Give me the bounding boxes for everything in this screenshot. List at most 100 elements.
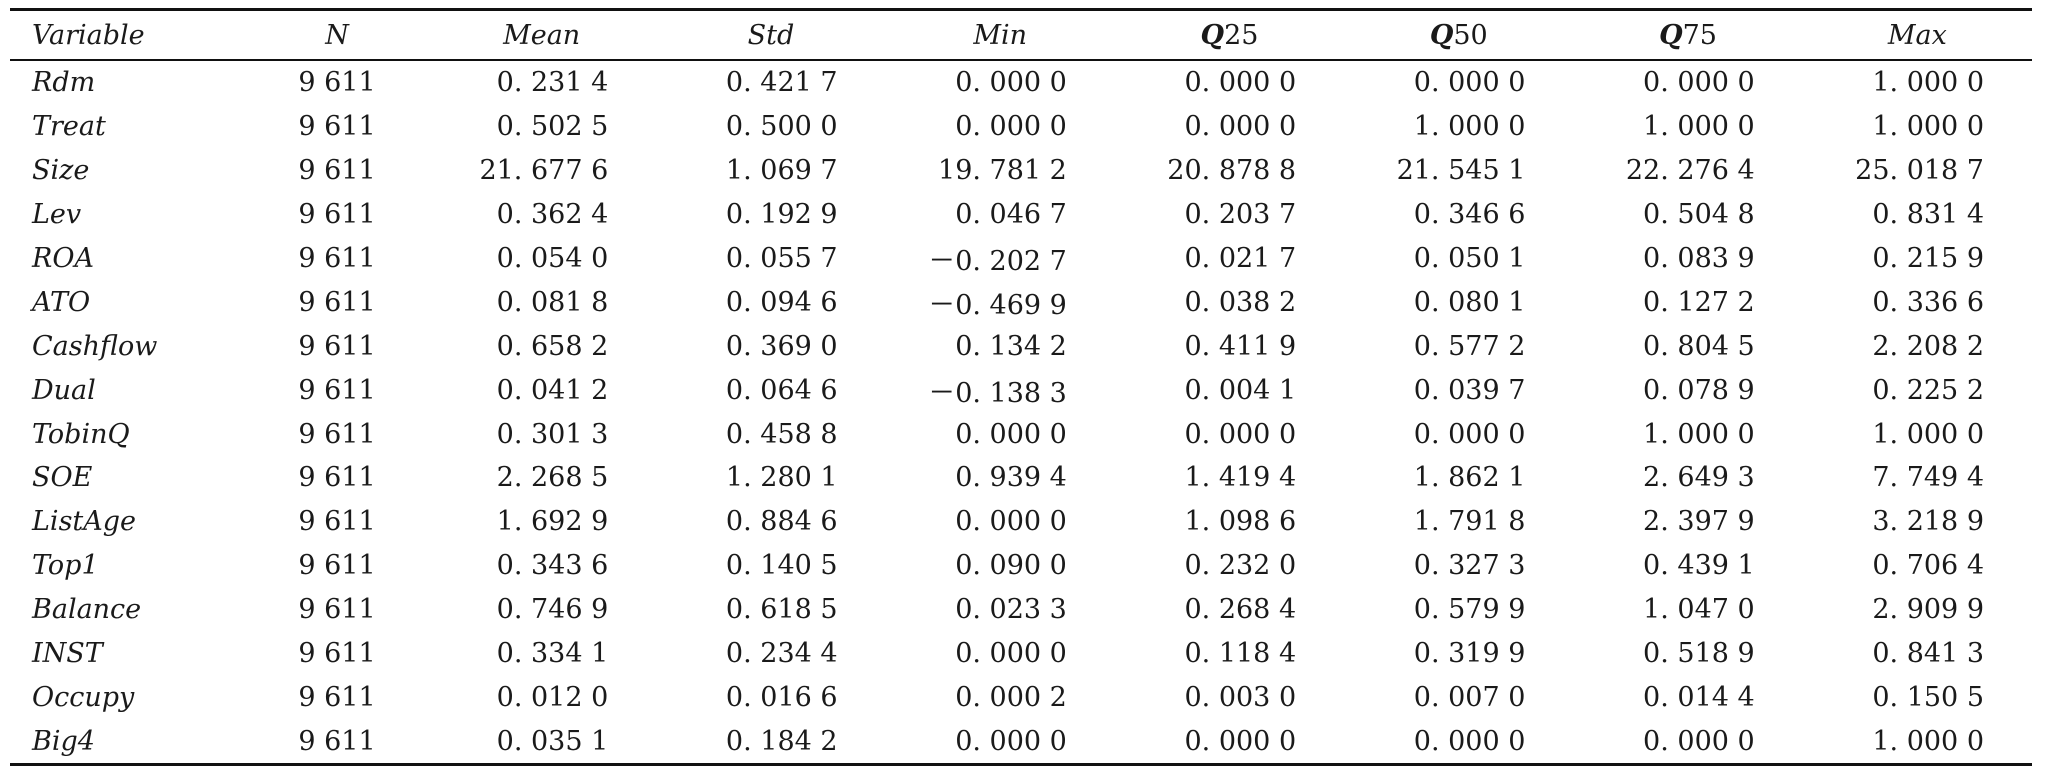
value-cell: 9 611 <box>298 550 376 582</box>
value-cell: 2. 208 2 <box>1872 330 1984 362</box>
value-cell: 0. 050 1 <box>1413 243 1526 274</box>
value-cell: 0. 000 0 <box>955 638 1067 670</box>
value-cell: 9 611 <box>298 725 376 757</box>
value-cell: 0. 118 4 <box>1184 638 1297 670</box>
table-row: SOE 9 611 2. 268 5 1. 280 1 0. 939 4 1. 419 4… <box>10 456 2032 500</box>
value-cell: 0. 134 2 <box>955 330 1067 362</box>
variable-name-cell: INST <box>32 638 103 670</box>
value-cell: 0. 003 0 <box>1184 681 1297 713</box>
value-cell: 0. 046 7 <box>955 199 1067 231</box>
value-cell: 0. 140 5 <box>725 550 838 582</box>
value-cell: 0. 150 5 <box>1872 681 1984 713</box>
value-cell: 0. 362 4 <box>496 199 609 231</box>
value-cell: 0. 021 7 <box>1184 243 1297 274</box>
value-cell: 0. 000 0 <box>1184 67 1297 99</box>
value-cell: 0. 000 2 <box>955 681 1067 713</box>
column-header-7: Q75 <box>1659 19 1717 51</box>
value-cell: 0. 127 2 <box>1643 286 1755 318</box>
value-cell: 0. 083 9 <box>1643 243 1755 274</box>
value-cell: 0. 000 0 <box>955 67 1067 99</box>
value-cell: 1. 000 0 <box>1872 111 1984 143</box>
value-cell: 0. 658 2 <box>496 330 609 362</box>
value-cell: 3. 218 9 <box>1872 506 1984 538</box>
value-cell: 21. 545 1 <box>1396 155 1526 187</box>
variable-name-cell: TobinQ <box>32 418 130 450</box>
value-cell: 0. 007 0 <box>1413 681 1526 713</box>
value-cell: 0. 884 6 <box>725 506 838 538</box>
value-cell: 0. 035 1 <box>496 725 609 757</box>
value-cell: 0. 439 1 <box>1643 550 1755 582</box>
value-cell: 0. 192 9 <box>725 199 838 231</box>
column-header-0: Variable <box>32 19 145 51</box>
value-cell: 0. 078 9 <box>1643 374 1755 406</box>
value-cell: 1. 791 8 <box>1413 506 1526 538</box>
value-cell: 0. 000 0 <box>1413 67 1526 99</box>
value-cell: 1. 000 0 <box>1413 111 1526 143</box>
value-cell: 9 611 <box>298 506 376 538</box>
value-cell: 2. 649 3 <box>1643 462 1755 494</box>
value-cell: 9 611 <box>298 155 376 187</box>
table-body: Rdm 9 611 0. 231 4 0. 421 7 0. 000 0 0. 000 0… <box>10 60 2032 765</box>
column-header-8: Max <box>1887 19 1947 51</box>
value-cell: 0. 000 0 <box>955 111 1067 143</box>
value-cell: 0. 231 4 <box>496 67 609 99</box>
column-header-4: Min <box>973 19 1028 51</box>
value-cell: 0. 504 8 <box>1643 199 1755 231</box>
value-cell: 22. 276 4 <box>1625 155 1755 187</box>
value-cell: 2. 397 9 <box>1643 506 1755 538</box>
value-cell: 0. 336 6 <box>1872 286 1984 318</box>
table-row: INST 9 611 0. 334 1 0. 234 4 0. 000 0 0. 118 … <box>10 632 2032 676</box>
value-cell: 0. 041 2 <box>496 374 609 406</box>
value-cell: 0. 579 9 <box>1413 594 1526 626</box>
value-cell: 9 611 <box>298 111 376 143</box>
value-cell: 0. 064 6 <box>725 374 838 406</box>
value-cell: 0. 225 2 <box>1872 374 1984 406</box>
header-row: Variable N Mean Std Min Q25 Q50 Q75 Max <box>10 9 2032 60</box>
value-cell: 9 611 <box>298 67 376 99</box>
value-cell: 0. 000 0 <box>1184 111 1297 143</box>
value-cell: 0. 500 0 <box>725 111 838 143</box>
value-cell: 0. 184 2 <box>725 725 838 757</box>
value-cell: 9 611 <box>298 681 376 713</box>
value-cell: 1. 692 9 <box>496 506 609 538</box>
table-row: Treat 9 611 0. 502 5 0. 500 0 0. 000 0 0. 000… <box>10 105 2032 149</box>
value-cell: 0. 804 5 <box>1643 330 1755 362</box>
value-cell: 0. 000 0 <box>1184 725 1297 757</box>
value-cell: 0. 234 4 <box>725 638 838 670</box>
value-cell: 9 611 <box>298 286 376 318</box>
variable-name-cell: Top1 <box>32 550 99 582</box>
value-cell: 0. 319 9 <box>1413 638 1526 670</box>
value-cell: 1. 000 0 <box>1872 67 1984 99</box>
variable-name-cell: Size <box>32 155 90 187</box>
variable-name-cell: Cashflow <box>32 330 158 362</box>
descriptive-statistics-table: Variable N Mean Std Min Q25 Q50 Q75 Max Rdm 9 611… <box>10 8 2032 766</box>
value-cell: －0. 469 9 <box>928 289 1067 321</box>
variable-name-cell: Big4 <box>32 725 95 757</box>
value-cell: 0. 000 0 <box>1643 67 1755 99</box>
value-cell: －0. 138 3 <box>928 377 1067 409</box>
value-cell: 0. 090 0 <box>955 550 1067 582</box>
value-cell: 0. 038 2 <box>1184 286 1297 318</box>
value-cell: 21. 677 6 <box>479 155 609 187</box>
value-cell: 9 611 <box>298 243 376 274</box>
table-row: ROA 9 611 0. 054 0 0. 055 7 －0. 202 7 0. 021 … <box>10 237 2032 281</box>
column-header-6: Q50 <box>1429 19 1488 51</box>
table-row: TobinQ 9 611 0. 301 3 0. 458 8 0. 000 0 0. 00… <box>10 412 2032 456</box>
table-row: Occupy 9 611 0. 012 0 0. 016 6 0. 000 2 0. 00… <box>10 675 2032 719</box>
value-cell: 9 611 <box>298 330 376 362</box>
value-cell: 0. 458 8 <box>725 418 838 450</box>
column-header-2: Mean <box>503 19 581 51</box>
value-cell: 1. 280 1 <box>725 462 838 494</box>
value-cell: 9 611 <box>298 638 376 670</box>
variable-name-cell: Dual <box>32 374 96 406</box>
value-cell: 0. 939 4 <box>955 462 1067 494</box>
value-cell: 9 611 <box>298 199 376 231</box>
value-cell: 0. 000 0 <box>1413 418 1526 450</box>
value-cell: 0. 421 7 <box>725 67 838 99</box>
value-cell: 9 611 <box>298 594 376 626</box>
value-cell: 0. 039 7 <box>1413 374 1526 406</box>
value-cell: 0. 343 6 <box>496 550 609 582</box>
value-cell: 1. 000 0 <box>1872 725 1984 757</box>
value-cell: 0. 232 0 <box>1184 550 1297 582</box>
value-cell: 0. 004 1 <box>1184 374 1297 406</box>
